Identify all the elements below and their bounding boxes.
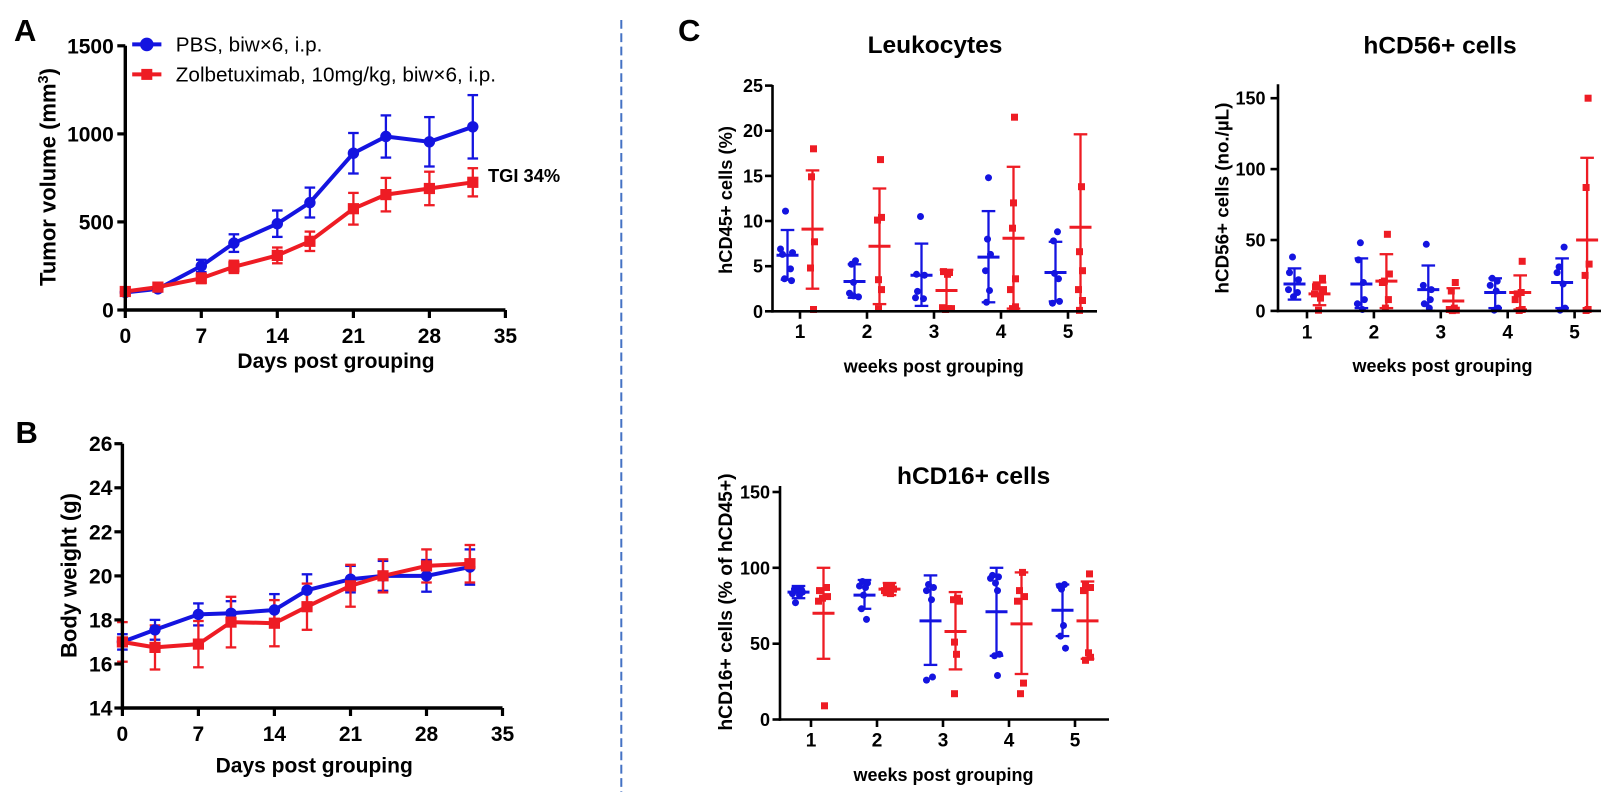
svg-text:Zolbetuximab, 10mg/kg, biw×6,: Zolbetuximab, 10mg/kg, biw×6, i.p.: [176, 64, 496, 87]
svg-text:150: 150: [1235, 89, 1265, 109]
svg-text:7: 7: [193, 723, 205, 746]
svg-text:5: 5: [753, 257, 763, 277]
svg-text:3: 3: [938, 731, 949, 752]
svg-text:150: 150: [740, 483, 770, 503]
svg-text:2: 2: [1369, 323, 1380, 344]
svg-text:1000: 1000: [67, 123, 114, 146]
svg-text:0: 0: [119, 325, 131, 348]
svg-text:1: 1: [806, 731, 817, 752]
svg-text:0: 0: [117, 723, 129, 746]
svg-text:10: 10: [743, 212, 763, 232]
svg-text:0: 0: [102, 300, 114, 323]
svg-text:PBS, biw×6, i.p.: PBS, biw×6, i.p.: [176, 34, 323, 57]
svg-text:28: 28: [418, 325, 442, 348]
svg-text:0: 0: [1255, 301, 1265, 321]
svg-text:18: 18: [89, 609, 113, 632]
svg-text:weeks post grouping: weeks post grouping: [1351, 356, 1532, 376]
svg-text:21: 21: [342, 325, 366, 348]
svg-text:2: 2: [872, 731, 883, 752]
svg-text:24: 24: [89, 477, 113, 500]
svg-text:hCD56+ cells: hCD56+ cells: [1363, 32, 1516, 59]
svg-text:2: 2: [862, 322, 873, 343]
svg-text:15: 15: [743, 166, 763, 186]
svg-text:100: 100: [740, 558, 770, 578]
svg-text:25: 25: [743, 76, 763, 96]
svg-text:5: 5: [1063, 322, 1074, 343]
svg-text:4: 4: [1004, 731, 1015, 752]
svg-text:C: C: [678, 13, 700, 48]
svg-text:20: 20: [743, 121, 763, 141]
svg-text:20: 20: [89, 565, 112, 588]
svg-text:3: 3: [1436, 323, 1447, 344]
svg-text:TGI 34%: TGI 34%: [488, 165, 560, 186]
svg-text:Days post grouping: Days post grouping: [216, 755, 413, 778]
svg-text:4: 4: [1502, 323, 1513, 344]
svg-text:0: 0: [760, 710, 770, 730]
svg-text:16: 16: [89, 654, 112, 677]
svg-text:3: 3: [929, 322, 940, 343]
svg-text:hCD56+ cells (no./µL): hCD56+ cells (no./µL): [1212, 103, 1233, 294]
svg-text:5: 5: [1569, 323, 1580, 344]
svg-text:22: 22: [89, 521, 112, 544]
svg-text:Tumor volume (mm3): Tumor volume (mm3): [35, 68, 60, 286]
svg-text:500: 500: [79, 211, 114, 234]
svg-text:Body weight (g): Body weight (g): [57, 493, 82, 658]
svg-text:1500: 1500: [67, 35, 114, 58]
svg-text:hCD16+ cells: hCD16+ cells: [897, 463, 1050, 490]
svg-text:26: 26: [89, 433, 112, 456]
svg-text:4: 4: [996, 322, 1007, 343]
svg-text:21: 21: [339, 723, 363, 746]
svg-text:14: 14: [266, 325, 290, 348]
svg-text:A: A: [14, 13, 36, 48]
svg-text:weeks post grouping: weeks post grouping: [843, 357, 1024, 377]
svg-text:35: 35: [491, 723, 515, 746]
svg-text:Leukocytes: Leukocytes: [868, 32, 1003, 59]
svg-text:28: 28: [415, 723, 439, 746]
svg-text:Days post grouping: Days post grouping: [237, 350, 434, 373]
svg-text:35: 35: [494, 325, 518, 348]
svg-text:1: 1: [795, 322, 806, 343]
svg-text:5: 5: [1070, 731, 1081, 752]
svg-text:7: 7: [195, 325, 207, 348]
svg-text:50: 50: [750, 634, 770, 654]
svg-text:B: B: [16, 415, 38, 450]
svg-text:weeks post grouping: weeks post grouping: [852, 765, 1033, 785]
svg-text:0: 0: [753, 302, 763, 322]
svg-text:50: 50: [1245, 231, 1265, 251]
svg-text:hCD45+ cells (%): hCD45+ cells (%): [715, 126, 736, 274]
svg-text:1: 1: [1302, 323, 1313, 344]
svg-text:14: 14: [89, 698, 113, 721]
svg-text:hCD16+ cells (% of hCD45+): hCD16+ cells (% of hCD45+): [716, 473, 737, 730]
svg-text:100: 100: [1235, 160, 1265, 180]
svg-text:14: 14: [263, 723, 287, 746]
